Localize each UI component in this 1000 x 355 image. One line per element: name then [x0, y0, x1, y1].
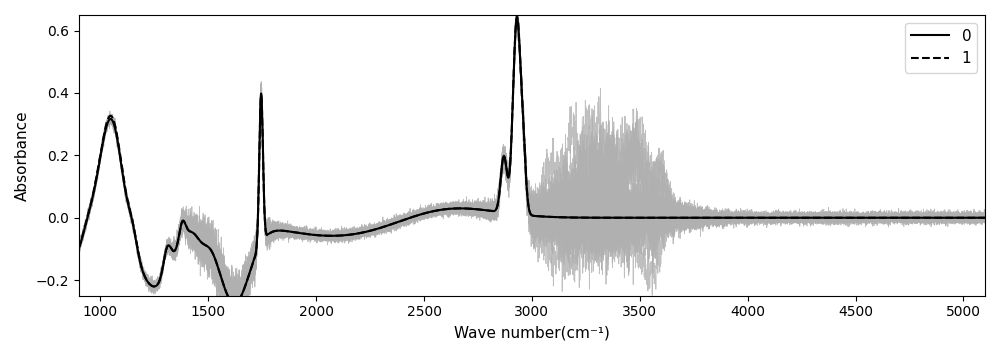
1 [890, 215, 902, 220]
1 [656, 215, 668, 220]
1 [511, 15, 523, 19]
0 [979, 215, 991, 220]
0 [425, 209, 437, 214]
0 [890, 215, 902, 220]
0 [461, 206, 473, 211]
0 [228, 301, 240, 305]
0 [771, 215, 783, 220]
1 [425, 209, 437, 214]
Line: 1: 1 [79, 17, 985, 303]
X-axis label: Wave number(cm⁻¹): Wave number(cm⁻¹) [454, 325, 610, 340]
1 [73, 246, 85, 250]
Legend: 0, 1: 0, 1 [905, 23, 977, 72]
1 [771, 215, 783, 220]
Line: 0: 0 [79, 18, 985, 303]
1 [979, 215, 991, 220]
1 [228, 301, 240, 305]
1 [170, 247, 182, 251]
Y-axis label: Absorbance: Absorbance [15, 110, 30, 201]
0 [656, 215, 668, 220]
0 [73, 246, 85, 251]
0 [170, 247, 182, 251]
0 [511, 16, 523, 20]
1 [461, 206, 473, 211]
